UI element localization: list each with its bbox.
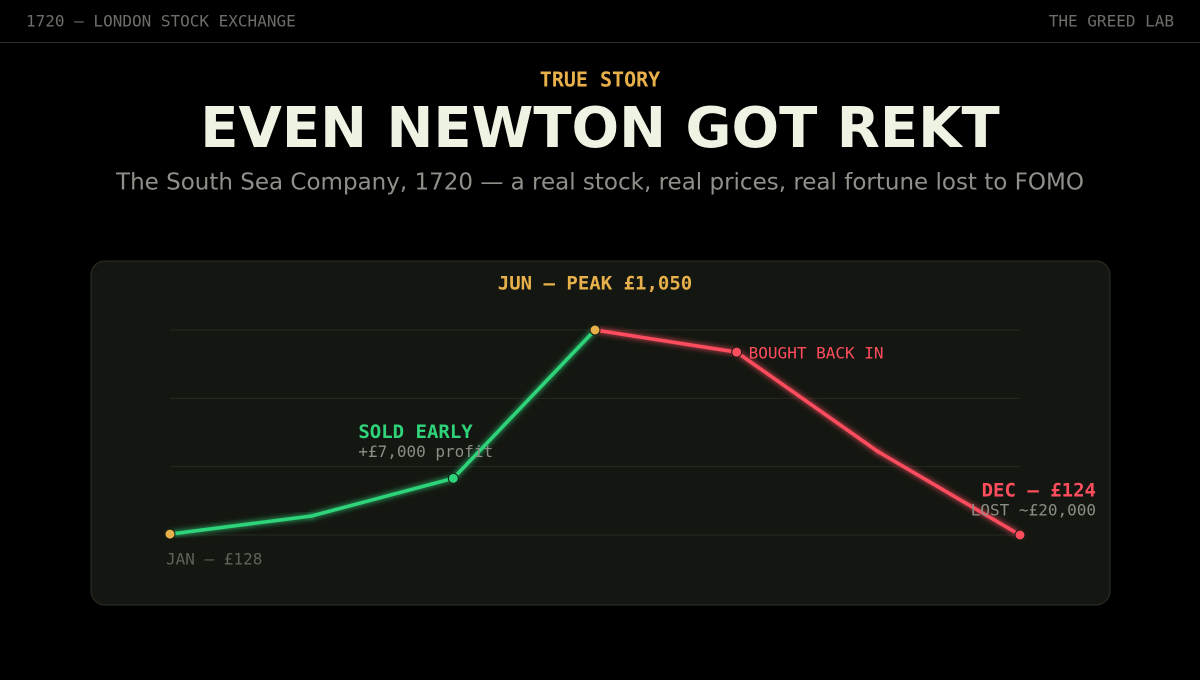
point-marker (589, 324, 601, 336)
line-segment (451, 328, 597, 481)
rebuy-label: BOUGHT BACK IN (749, 344, 884, 363)
subtitle: The South Sea Company, 1720 — a real sto… (115, 170, 1084, 196)
line-segment (309, 476, 456, 518)
line-segment (168, 514, 314, 536)
profit-label: +£7,000 profit (358, 442, 493, 461)
kicker: TRUE STORY (540, 68, 660, 92)
line-segment (734, 350, 881, 454)
line-segment (876, 450, 1022, 537)
start-label: JAN — £128 (166, 550, 262, 569)
header-left: 1720 — LONDON STOCK EXCHANGE (26, 12, 296, 31)
line-segment (593, 328, 739, 354)
header-right: THE GREED LAB (1049, 12, 1174, 31)
point-marker (164, 528, 176, 540)
end-label: DEC — £124 (982, 480, 1096, 502)
point-marker (1014, 529, 1026, 541)
plot: JAN — £128 SOLD EARLY+£7,000 profit JUN — … (164, 273, 1096, 569)
point-marker (447, 472, 459, 484)
peak-label: JUN — PEAK £1,050 (498, 273, 692, 295)
sold-label: SOLD EARLY (358, 421, 473, 443)
chart-panel (90, 260, 1111, 606)
title: EVEN NEWTON GOT REKT (200, 96, 1000, 161)
point-marker (731, 346, 743, 358)
loss-label: LOST ~£20,000 (971, 501, 1096, 520)
